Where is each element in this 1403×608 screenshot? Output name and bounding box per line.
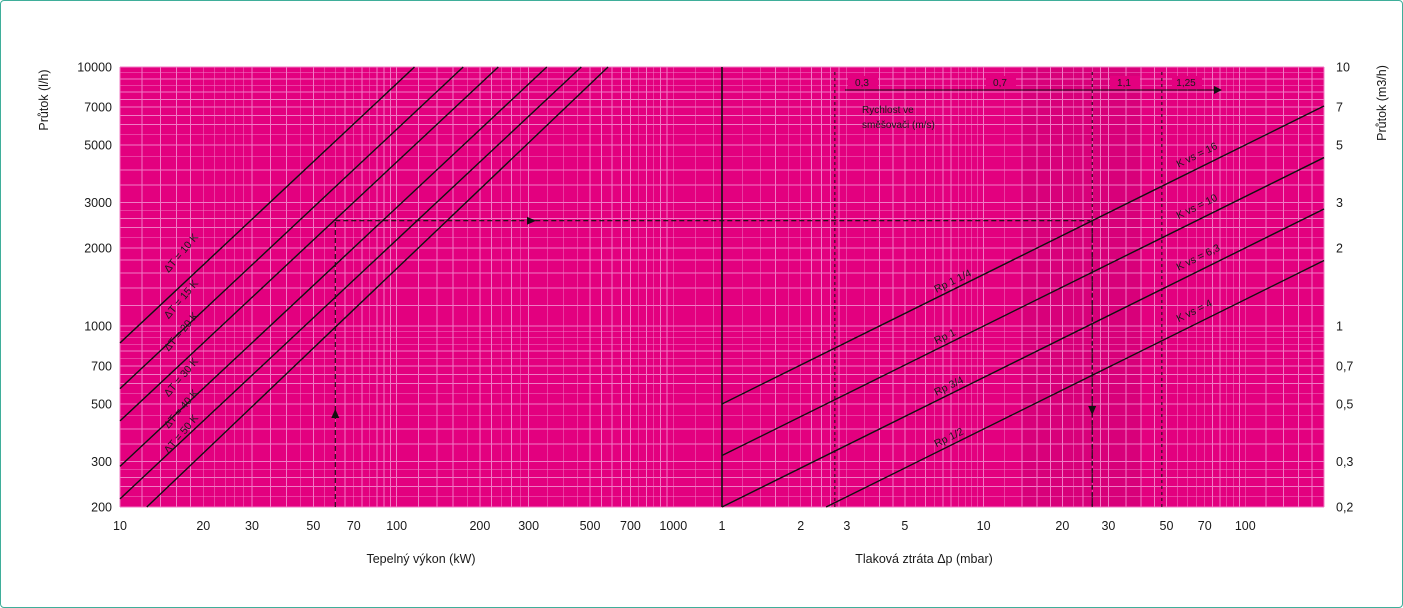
velocity-value-2: 0,7 [993, 78, 1007, 89]
x-tick-label-right: 100 [1235, 519, 1256, 533]
y-tick-label-left: 5000 [84, 138, 112, 152]
x-tick-label-left: 300 [518, 519, 539, 533]
valve-line-2 [721, 156, 1325, 457]
velocity-value-3: 1,1 [1117, 78, 1131, 89]
shaded-band [1021, 67, 1142, 507]
mid-band [1021, 67, 1142, 507]
y-tick-label-right: 0,3 [1336, 455, 1353, 469]
x-tick-label-left: 10 [113, 519, 127, 533]
velocity-label-line1: Rychlost ve [862, 105, 914, 116]
arrow-up-icon [331, 409, 340, 418]
valve-line-4 [825, 259, 1325, 508]
arrow-right-small-icon [1214, 86, 1222, 94]
y-tick-label-right: 0,2 [1336, 501, 1353, 515]
x-tick-label-left: 30 [245, 519, 259, 533]
y-tick-label-left: 500 [91, 397, 112, 411]
y-tick-label-right: 3 [1336, 196, 1343, 210]
x-tick-label-left: 200 [469, 519, 490, 533]
dt-line-5 [119, 66, 582, 500]
y-axis-title-left: Průtok (l/h) [37, 69, 51, 130]
x-tick-label-left: 100 [386, 519, 407, 533]
y-axis-title-right: Průtok (m3/h) [1375, 65, 1389, 141]
arrow-down-icon [1088, 406, 1097, 415]
x-tick-label-right: 30 [1101, 519, 1115, 533]
y-tick-label-right: 0,7 [1336, 360, 1353, 374]
x-tick-label-left: 20 [196, 519, 210, 533]
dt-line-4 [119, 66, 548, 467]
y-tick-label-left: 7000 [84, 101, 112, 115]
y-tick-label-left: 200 [91, 501, 112, 515]
valve-line-1 [721, 105, 1325, 405]
y-tick-label-left: 2000 [84, 242, 112, 256]
y-tick-label-left: 300 [91, 455, 112, 469]
x-tick-label-right: 20 [1055, 519, 1069, 533]
x-axis-title-right: Tlaková ztráta Δp (mbar) [855, 552, 993, 566]
y-tick-label-right: 5 [1336, 138, 1343, 152]
x-tick-label-left: 500 [580, 519, 601, 533]
y-tick-label-right: 10 [1336, 61, 1350, 75]
valve-line-3 [721, 208, 1325, 508]
y-tick-label-right: 7 [1336, 101, 1343, 115]
y-tick-label-left: 3000 [84, 196, 112, 210]
dt-line-2 [119, 66, 464, 390]
x-tick-label-right: 10 [977, 519, 991, 533]
dt-line-3 [119, 66, 499, 422]
velocity-value-1: 0,3 [855, 78, 869, 89]
velocity-label-line2: směšovači (m/s) [862, 120, 935, 131]
x-tick-label-left: 700 [620, 519, 641, 533]
y-tick-label-left: 10000 [77, 61, 112, 75]
x-tick-label-right: 70 [1198, 519, 1212, 533]
x-tick-label-right: 1 [719, 519, 726, 533]
y-tick-label-left: 700 [91, 360, 112, 374]
x-tick-label-right: 5 [901, 519, 908, 533]
y-tick-label-left: 1000 [84, 319, 112, 333]
x-tick-label-right: 50 [1160, 519, 1174, 533]
y-tick-label-right: 2 [1336, 242, 1343, 256]
x-axis-title-left: Tepelný výkon (kW) [366, 552, 475, 566]
dt-line-6 [146, 66, 609, 508]
y-tick-label-right: 1 [1336, 319, 1343, 333]
x-tick-label-left: 50 [306, 519, 320, 533]
dt-line-1 [119, 66, 415, 344]
x-tick-label-left: 1000 [659, 519, 687, 533]
x-tick-label-right: 2 [797, 519, 804, 533]
velocity-value-4: 1,25 [1176, 78, 1196, 89]
x-tick-label-left: 70 [347, 519, 361, 533]
y-tick-label-right: 0,5 [1336, 397, 1353, 411]
x-tick-label-right: 3 [843, 519, 850, 533]
